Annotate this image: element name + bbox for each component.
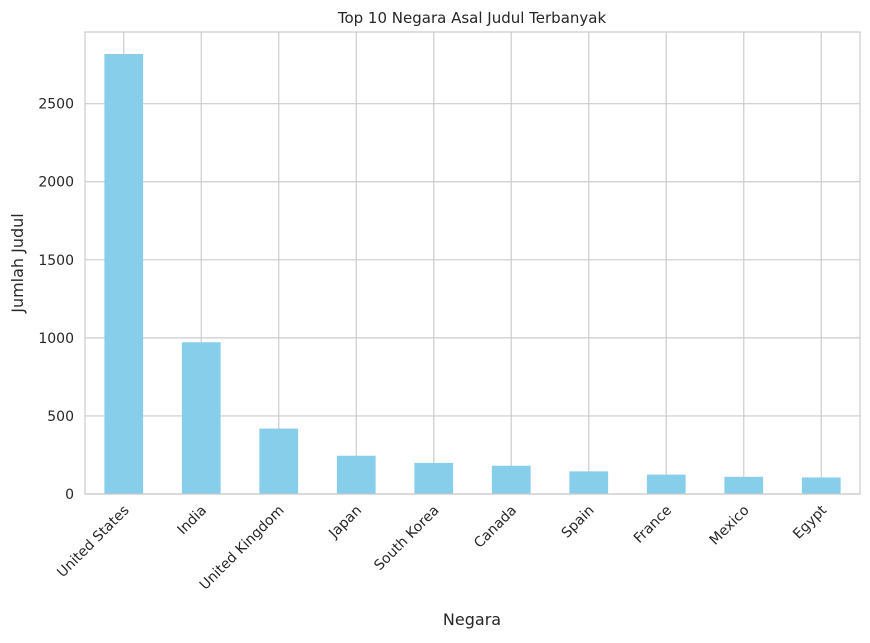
bar	[569, 471, 609, 494]
plot-frame	[84, 31, 861, 495]
x-tick-label: United Kingdom	[197, 503, 288, 594]
y-tick-label: 2500	[38, 97, 74, 113]
y-tick-label: 0	[65, 487, 74, 503]
bar	[104, 54, 144, 495]
chart-title: Top 10 Negara Asal Judul Terbanyak	[337, 9, 607, 27]
x-tick-label: United States	[54, 503, 132, 581]
y-axis-label: Jumlah Judul	[8, 213, 27, 314]
grid-layer	[85, 32, 860, 495]
x-tick-label: Spain	[559, 503, 598, 542]
x-tick-label: South Korea	[371, 503, 442, 574]
bar	[336, 455, 376, 494]
bar	[414, 462, 454, 494]
y-tick-label: 1000	[38, 331, 74, 347]
bar	[801, 477, 841, 494]
x-tick-label: India	[174, 503, 210, 539]
bar	[491, 465, 531, 494]
y-tick-label: 500	[47, 409, 74, 425]
bar	[181, 342, 221, 494]
bars-layer	[104, 54, 841, 495]
y-tick-label: 2000	[38, 175, 74, 191]
x-tick-label: France	[631, 503, 675, 547]
x-tick-label: Egypt	[790, 502, 830, 542]
bar	[259, 428, 299, 494]
bar	[724, 476, 764, 494]
y-tick-labels: 0 500 1000 1500 2000 2500	[38, 97, 74, 503]
x-tick-label: Mexico	[707, 503, 753, 549]
bar	[646, 474, 686, 494]
x-axis-label: Negara	[443, 610, 501, 629]
x-tick-label: Canada	[471, 503, 520, 552]
x-tick-label: Japan	[325, 503, 365, 543]
y-tick-label: 1500	[38, 253, 74, 269]
